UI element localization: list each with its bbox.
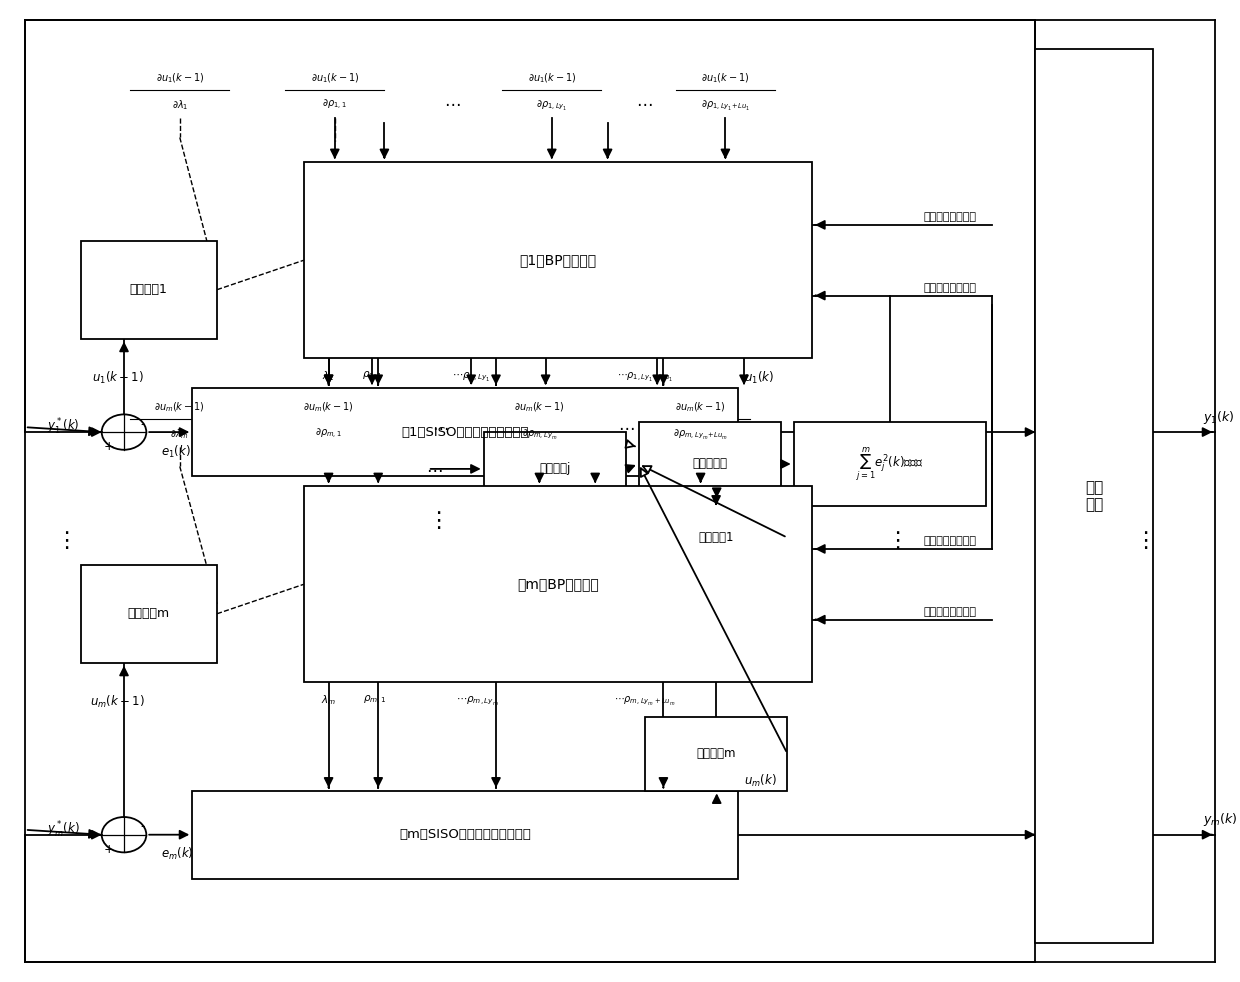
Text: 更新输出层权系数: 更新输出层权系数	[924, 607, 977, 617]
Text: $\sum_{j=1}^{m}e_j^2(k)$最小化: $\sum_{j=1}^{m}e_j^2(k)$最小化	[856, 445, 924, 483]
Text: 梯度信息m: 梯度信息m	[697, 747, 735, 760]
Text: $\cdots\rho_{m,Ly_m+Lu_m}$: $\cdots\rho_{m,Ly_m+Lu_m}$	[614, 693, 676, 707]
Text: $\cdots$: $\cdots$	[618, 418, 635, 436]
Text: $\partial u_1(k-1)$: $\partial u_1(k-1)$	[155, 72, 205, 85]
Text: $\vdots$: $\vdots$	[55, 529, 69, 551]
Bar	[645, 501, 787, 574]
Text: $\partial \lambda_1$: $\partial \lambda_1$	[171, 98, 188, 112]
Text: -: -	[140, 417, 145, 431]
Text: 更新输出层权系数: 更新输出层权系数	[924, 283, 977, 293]
Bar	[304, 486, 812, 682]
Text: $\partial \rho_{1,1}$: $\partial \rho_{1,1}$	[322, 98, 347, 112]
Text: $u_m(k-1)$: $u_m(k-1)$	[91, 694, 145, 710]
Text: $\partial \rho_{1,Ly_1}$: $\partial \rho_{1,Ly_1}$	[536, 98, 568, 112]
Bar	[81, 241, 217, 339]
Text: $\cdots\rho_{m,Ly_m}$: $\cdots\rho_{m,Ly_m}$	[456, 693, 498, 707]
Text: $e_1(k)$: $e_1(k)$	[161, 444, 191, 460]
Text: $\partial \lambda_m$: $\partial \lambda_m$	[170, 427, 190, 441]
Text: $\lambda_m$: $\lambda_m$	[321, 693, 336, 707]
Bar	[192, 388, 738, 476]
Text: $\cdots$: $\cdots$	[432, 418, 449, 436]
Text: 梯度信息1: 梯度信息1	[698, 531, 734, 544]
Bar	[81, 565, 217, 663]
Text: $\partial u_m(k-1)$: $\partial u_m(k-1)$	[515, 401, 564, 414]
Text: -: -	[140, 820, 145, 834]
Text: $\cdots$: $\cdots$	[425, 460, 443, 478]
Text: $e_m(k)$: $e_m(k)$	[161, 846, 193, 862]
Text: 被控
对象: 被控 对象	[1085, 480, 1104, 512]
Text: $\partial u_m(k-1)$: $\partial u_m(k-1)$	[155, 401, 205, 414]
Text: $\partial u_1(k-1)$: $\partial u_1(k-1)$	[310, 72, 360, 85]
Text: $\lambda_1$: $\lambda_1$	[322, 369, 335, 383]
Text: $u_1(k-1)$: $u_1(k-1)$	[92, 370, 144, 386]
Text: 第1个BP神经网络: 第1个BP神经网络	[520, 253, 596, 267]
Text: $\vdots$: $\vdots$	[427, 510, 441, 531]
Text: $\partial \rho_{m,Ly_m\!+\!Lu_m}$: $\partial \rho_{m,Ly_m\!+\!Lu_m}$	[673, 427, 728, 441]
Text: $u_1(k)$: $u_1(k)$	[744, 370, 774, 386]
Text: $\cdots$: $\cdots$	[444, 94, 461, 112]
Text: 梯度信息集: 梯度信息集	[692, 458, 728, 470]
Text: 更新隐含层权系数: 更新隐含层权系数	[924, 536, 977, 546]
Text: $\partial \rho_{m,Ly_m}$: $\partial \rho_{m,Ly_m}$	[522, 427, 557, 441]
Bar	[304, 162, 812, 358]
Text: $\partial u_m(k-1)$: $\partial u_m(k-1)$	[676, 401, 725, 414]
Text: $\partial \rho_{1,Ly_1\!+\!Lu_1}$: $\partial \rho_{1,Ly_1\!+\!Lu_1}$	[701, 98, 750, 112]
Text: $\partial u_1(k-1)$: $\partial u_1(k-1)$	[701, 72, 750, 85]
Text: 梯度信息j: 梯度信息j	[539, 463, 570, 475]
Text: $\cdots\rho_{1,Ly_1+Lu_1}$: $\cdots\rho_{1,Ly_1+Lu_1}$	[616, 369, 673, 383]
Text: $\cdots\rho_{1,Ly_1}$: $\cdots\rho_{1,Ly_1}$	[451, 369, 491, 383]
Text: $\cdots$: $\cdots$	[636, 94, 653, 112]
Text: 第1个SISO全格式无模型控制器: 第1个SISO全格式无模型控制器	[402, 425, 528, 439]
Text: $\vdots$: $\vdots$	[885, 529, 900, 551]
Text: $\partial u_1(k-1)$: $\partial u_1(k-1)$	[527, 72, 577, 85]
Text: $y_1(k)$: $y_1(k)$	[1203, 409, 1234, 426]
Text: $\vdots$: $\vdots$	[1133, 529, 1148, 551]
Text: $y_m^*(k)$: $y_m^*(k)$	[47, 820, 79, 840]
Text: $\partial u_m(k-1)$: $\partial u_m(k-1)$	[304, 401, 353, 414]
Text: $\partial \rho_{m,1}$: $\partial \rho_{m,1}$	[315, 427, 342, 441]
Text: +: +	[104, 440, 114, 454]
Text: $\rho_{m,1}$: $\rho_{m,1}$	[363, 693, 386, 707]
Text: 更新隐含层权系数: 更新隐含层权系数	[924, 212, 977, 222]
Text: 偏导信息1: 偏导信息1	[130, 283, 167, 297]
Bar	[192, 791, 738, 879]
Text: $y_m(k)$: $y_m(k)$	[1203, 811, 1238, 829]
Text: $\rho_{1,1}$: $\rho_{1,1}$	[362, 369, 382, 383]
Bar	[1035, 49, 1153, 943]
Bar	[645, 717, 787, 791]
Text: 偏导信息m: 偏导信息m	[128, 607, 170, 621]
Text: +: +	[104, 843, 114, 856]
Bar	[794, 422, 986, 506]
Bar	[639, 422, 781, 506]
Text: $u_m(k)$: $u_m(k)$	[744, 773, 776, 789]
Text: $y_1^*(k)$: $y_1^*(k)$	[47, 417, 79, 437]
Bar	[484, 432, 626, 506]
Text: 第m个BP神经网络: 第m个BP神经网络	[517, 577, 599, 591]
Text: 第m个SISO全格式无模型控制器: 第m个SISO全格式无模型控制器	[399, 828, 531, 842]
